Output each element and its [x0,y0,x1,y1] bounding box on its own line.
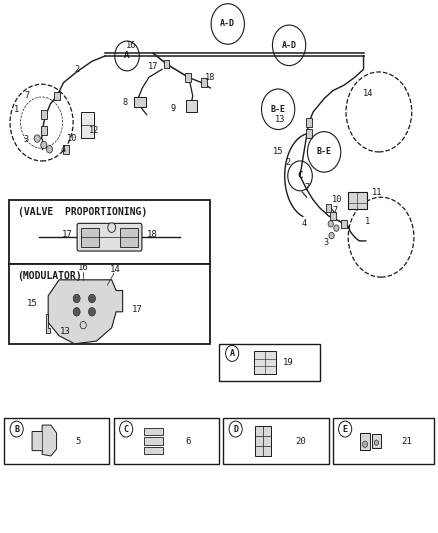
Text: C: C [297,172,303,180]
Text: 16: 16 [126,41,137,50]
Text: E: E [343,425,348,433]
Text: 21: 21 [401,437,412,446]
Text: B: B [14,425,19,433]
Bar [163,60,169,68]
Text: (MODULATOR): (MODULATOR) [18,271,82,281]
Text: 10: 10 [332,195,343,204]
Bar [144,447,163,454]
Text: 3: 3 [324,238,329,247]
Text: 15: 15 [273,148,283,156]
Text: 7: 7 [304,183,309,192]
Text: 1: 1 [14,105,19,114]
Text: 5: 5 [76,437,81,446]
Bar [41,126,47,135]
Text: 11: 11 [372,189,383,197]
Bar [341,220,347,228]
Polygon shape [46,314,50,333]
Text: A: A [124,52,130,60]
Bar [360,433,370,450]
Circle shape [328,221,333,227]
Bar [186,73,191,82]
Text: 10: 10 [67,134,78,143]
Bar [81,228,99,247]
Bar [330,212,336,220]
Bar [255,426,271,456]
Circle shape [73,308,80,316]
FancyBboxPatch shape [77,223,142,251]
Polygon shape [48,280,123,344]
Text: 3: 3 [24,135,29,144]
Text: 2: 2 [285,158,290,167]
Bar [63,145,68,154]
Polygon shape [32,425,57,456]
Text: 17: 17 [131,305,142,313]
Text: 2: 2 [74,65,79,74]
Circle shape [88,294,95,303]
Circle shape [329,232,334,239]
Circle shape [34,135,40,142]
Circle shape [362,441,367,448]
Text: D: D [233,425,238,433]
Text: C: C [124,425,129,433]
Bar [41,110,47,119]
Bar [223,418,328,464]
Text: 19: 19 [283,358,293,367]
Text: 9: 9 [170,104,176,112]
Text: 1: 1 [365,217,371,225]
Bar [114,418,219,464]
Text: 17: 17 [148,62,159,71]
Text: 20: 20 [295,437,306,446]
Text: 16: 16 [78,263,88,272]
Text: 12: 12 [89,126,99,134]
Text: 14: 14 [363,89,373,98]
Text: 4: 4 [302,220,307,228]
Text: 13: 13 [275,116,286,124]
Text: 18: 18 [205,74,215,82]
Bar [4,418,109,464]
Text: 15: 15 [26,300,37,308]
Text: 17: 17 [61,230,72,239]
Text: 7: 7 [25,92,30,100]
Bar [144,437,163,445]
Circle shape [88,308,95,316]
Circle shape [108,223,116,232]
Text: 6: 6 [185,437,191,446]
Text: A-D: A-D [282,41,297,50]
Bar [9,264,210,344]
Bar [81,112,94,138]
Bar [201,78,207,87]
Text: 13: 13 [60,327,71,336]
Text: B-E: B-E [317,148,332,156]
Text: 14: 14 [110,265,120,274]
Circle shape [73,294,80,303]
Text: (VALVE  PROPORTIONING): (VALVE PROPORTIONING) [18,207,147,217]
Bar [219,344,320,381]
Bar [348,192,367,209]
Bar [306,129,311,138]
Text: 18: 18 [147,230,158,239]
Circle shape [374,440,378,446]
Bar [144,427,163,435]
Text: 4: 4 [61,145,66,154]
Bar [120,228,138,247]
FancyBboxPatch shape [186,100,197,112]
Text: B-E: B-E [271,105,286,114]
Bar [254,351,276,374]
Circle shape [334,225,339,231]
Bar [372,434,381,448]
Bar [54,92,60,100]
Bar [306,118,311,127]
Bar [9,200,210,264]
Bar [333,418,434,464]
Text: 7: 7 [332,206,338,215]
Text: 8: 8 [122,98,127,107]
Circle shape [46,146,53,153]
Text: A-D: A-D [220,20,235,28]
FancyBboxPatch shape [134,97,146,107]
Circle shape [41,141,47,149]
Bar [326,204,332,212]
Text: A: A [230,349,235,358]
